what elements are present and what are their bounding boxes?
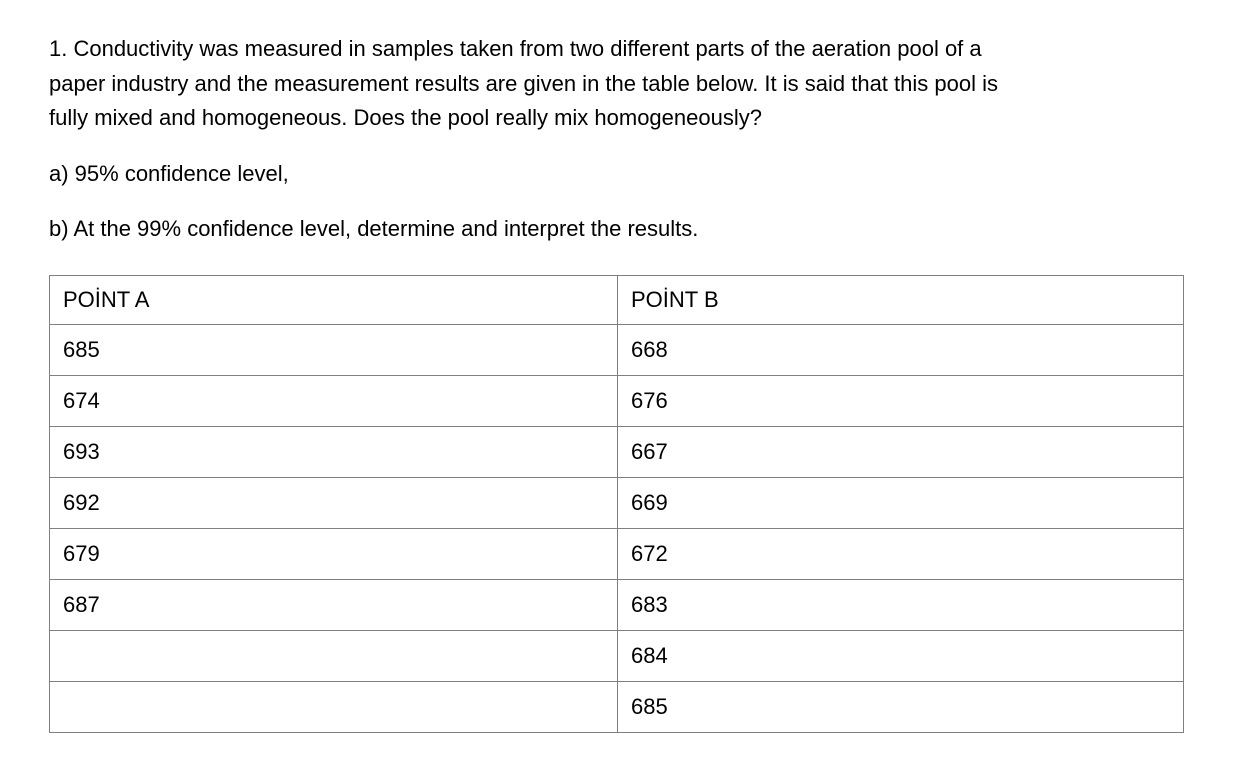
cell-point-b: 676 xyxy=(617,374,1184,427)
cell-point-a: 674 xyxy=(49,374,618,427)
question-part-b: b) At the 99% confidence level, determin… xyxy=(49,215,699,241)
column-header-point-b: POİNT B xyxy=(617,274,1184,325)
cell-point-b: 684 xyxy=(617,629,1184,682)
table-header-row: POİNT A POİNT B xyxy=(49,274,1184,325)
cell-point-b: 683 xyxy=(617,578,1184,631)
cell-point-a: 692 xyxy=(49,476,618,529)
cell-point-a xyxy=(49,680,618,733)
cell-point-b: 667 xyxy=(617,425,1184,478)
question-part-a: a) 95% confidence level, xyxy=(49,160,289,186)
question-line-1: 1. Conductivity was measured in samples … xyxy=(49,36,982,61)
table-row: 692 669 xyxy=(49,476,1184,529)
table-row: 674 676 xyxy=(49,374,1184,427)
question-text: 1. Conductivity was measured in samples … xyxy=(49,32,1183,136)
question-line-3: fully mixed and homogeneous. Does the po… xyxy=(49,105,762,130)
measurement-table: POİNT A POİNT B 685 668 674 676 693 667 … xyxy=(49,274,1184,733)
cell-point-b: 672 xyxy=(617,527,1184,580)
cell-point-a xyxy=(49,629,618,682)
table-row: 685 xyxy=(49,680,1184,733)
table-row: 685 668 xyxy=(49,323,1184,376)
cell-point-a: 687 xyxy=(49,578,618,631)
question-line-2: paper industry and the measurement resul… xyxy=(49,70,998,96)
table-row: 693 667 xyxy=(49,425,1184,478)
cell-point-b: 668 xyxy=(617,323,1184,376)
table-row: 684 xyxy=(49,629,1184,682)
cell-point-b: 669 xyxy=(617,476,1184,529)
table-row: 679 672 xyxy=(49,527,1184,580)
cell-point-a: 685 xyxy=(49,323,618,376)
cell-point-a: 693 xyxy=(49,425,618,478)
column-header-point-a: POİNT A xyxy=(49,274,618,325)
table-row: 687 683 xyxy=(49,578,1184,631)
cell-point-a: 679 xyxy=(49,527,618,580)
cell-point-b: 685 xyxy=(617,680,1184,733)
